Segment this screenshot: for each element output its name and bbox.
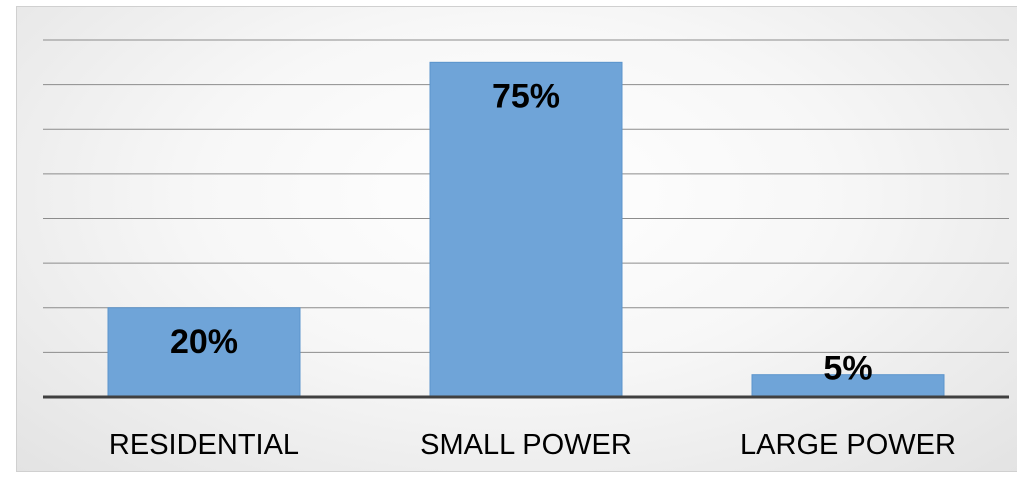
bars	[107, 61, 945, 398]
data-label-small-power: 75%	[492, 77, 560, 115]
category-label-small-power: SMALL POWER	[420, 429, 632, 461]
category-label-residential: RESIDENTIAL	[109, 429, 299, 461]
data-labels: 20% 75% 5%	[170, 77, 873, 387]
bar-small-power	[429, 61, 623, 398]
category-labels: RESIDENTIAL SMALL POWER LARGE POWER	[109, 429, 956, 461]
bar-chart: 20% 75% 5% RESIDENTIAL SMALL POWER LARGE POW…	[43, 39, 1009, 461]
data-label-large-power: 5%	[823, 350, 872, 388]
bar-residential	[107, 307, 301, 398]
chart-area: 20% 75% 5% RESIDENTIAL SMALL POWER LARGE POW…	[16, 6, 1017, 472]
data-label-residential: 20%	[170, 323, 238, 361]
category-label-large-power: LARGE POWER	[740, 429, 956, 461]
